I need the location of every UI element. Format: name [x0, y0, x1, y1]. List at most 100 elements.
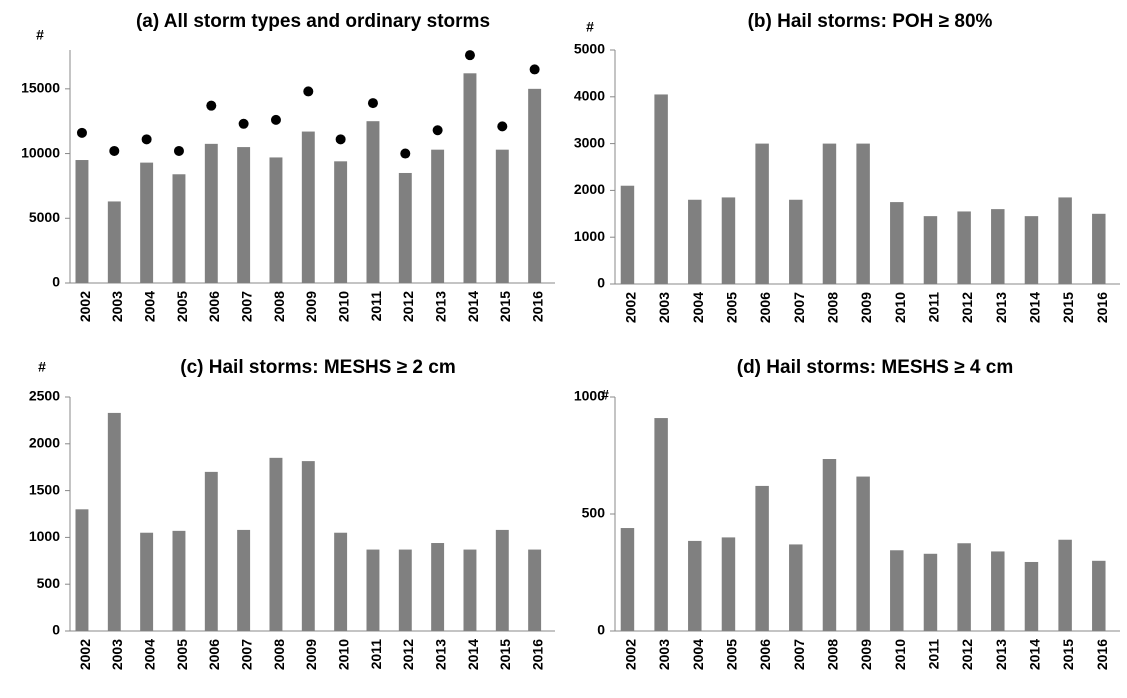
x-tick-label: 2005 [724, 639, 740, 670]
y-tick-label: 0 [597, 622, 605, 638]
chart-title: (c) Hail storms: MESHS ≥ 2 cm [180, 357, 455, 378]
x-tick-label: 2002 [77, 639, 93, 670]
dot [270, 114, 281, 125]
bar [463, 73, 477, 283]
x-tick-label: 2011 [368, 291, 384, 322]
x-tick-label: 2009 [858, 292, 874, 323]
x-tick-label: 2004 [690, 639, 706, 670]
x-tick-label: 2016 [530, 639, 546, 670]
y-tick-label: 2500 [29, 388, 60, 404]
bar [204, 143, 218, 283]
bar [172, 174, 186, 283]
x-tick-label: 2013 [993, 292, 1009, 323]
bar [237, 529, 251, 631]
y-tick-label: 0 [597, 275, 605, 291]
bar [107, 201, 121, 283]
bar [495, 529, 509, 631]
y-tick-label: 5000 [574, 41, 605, 57]
y-tick-label: 10000 [21, 144, 60, 160]
x-tick-label: 2002 [623, 639, 639, 670]
bar [334, 161, 348, 283]
chart-title: (a) All storm types and ordinary storms [136, 11, 490, 32]
x-tick-label: 2006 [757, 639, 773, 670]
x-tick-label: 2007 [239, 291, 255, 322]
x-tick-label: 2010 [892, 292, 908, 323]
bar [172, 530, 186, 631]
bar [957, 543, 971, 631]
x-tick-label: 2006 [757, 292, 773, 323]
bar [140, 162, 154, 283]
x-tick-label: 2014 [465, 639, 481, 670]
bar [1058, 539, 1072, 631]
y-tick-label: 500 [37, 575, 61, 591]
dot [303, 86, 314, 97]
bar [495, 149, 509, 283]
dot [497, 121, 508, 132]
x-tick-label: 2003 [656, 292, 672, 323]
x-tick-label: 2016 [1094, 639, 1110, 670]
x-tick-label: 2007 [791, 639, 807, 670]
y-tick-label: 15000 [21, 80, 60, 96]
bar [789, 544, 803, 631]
bar [237, 147, 251, 283]
x-tick-label: 2009 [303, 291, 319, 322]
bar [856, 476, 870, 631]
bar [923, 216, 938, 284]
bar [75, 160, 89, 283]
x-tick-label: 2002 [77, 291, 93, 322]
x-tick-label: 2013 [993, 639, 1009, 670]
bar [301, 461, 315, 631]
y-axis-label: # [586, 19, 594, 35]
x-tick-label: 2008 [825, 639, 841, 670]
x-tick-label: 2003 [656, 639, 672, 670]
x-tick-label: 2007 [239, 639, 255, 670]
dot [529, 64, 540, 75]
x-tick-label: 2005 [724, 292, 740, 323]
x-tick-label: 2003 [109, 291, 125, 322]
x-tick-label: 2012 [959, 639, 975, 670]
bar [957, 211, 971, 284]
y-tick-label: 0 [52, 274, 60, 290]
y-tick-label: 0 [52, 622, 60, 638]
bar [431, 149, 445, 283]
bar [431, 543, 445, 631]
x-tick-label: 2014 [1027, 292, 1043, 323]
x-tick-label: 2016 [530, 291, 546, 322]
dot [400, 148, 411, 159]
y-tick-label: 1500 [29, 481, 60, 497]
dot [141, 134, 152, 145]
x-tick-label: 2015 [1060, 292, 1076, 323]
x-tick-label: 2008 [271, 291, 287, 322]
bar [721, 197, 736, 284]
bar [1024, 216, 1039, 284]
x-tick-label: 2015 [497, 639, 513, 670]
dot [109, 145, 120, 156]
y-tick-label: 1000 [574, 228, 605, 244]
bar [269, 157, 283, 283]
bar [1024, 561, 1039, 631]
x-tick-label: 2012 [959, 292, 975, 323]
x-tick-label: 2013 [433, 639, 449, 670]
x-tick-label: 2004 [690, 292, 706, 323]
bar [366, 549, 380, 631]
y-tick-label: 500 [582, 505, 606, 521]
x-tick-label: 2008 [271, 639, 287, 670]
x-tick-label: 2011 [926, 292, 942, 323]
bar [140, 532, 154, 631]
bar [334, 532, 348, 631]
x-tick-label: 2012 [400, 639, 416, 670]
bar [721, 537, 736, 631]
bar [755, 143, 769, 284]
bar [822, 143, 837, 284]
y-tick-label: 2000 [574, 181, 605, 197]
bar [856, 143, 870, 284]
x-tick-label: 2005 [174, 291, 190, 322]
x-tick-label: 2011 [368, 639, 384, 670]
y-tick-label: 1000 [574, 388, 605, 404]
bar [789, 199, 803, 284]
bar [75, 509, 89, 631]
x-tick-label: 2008 [825, 292, 841, 323]
bar [654, 418, 668, 631]
